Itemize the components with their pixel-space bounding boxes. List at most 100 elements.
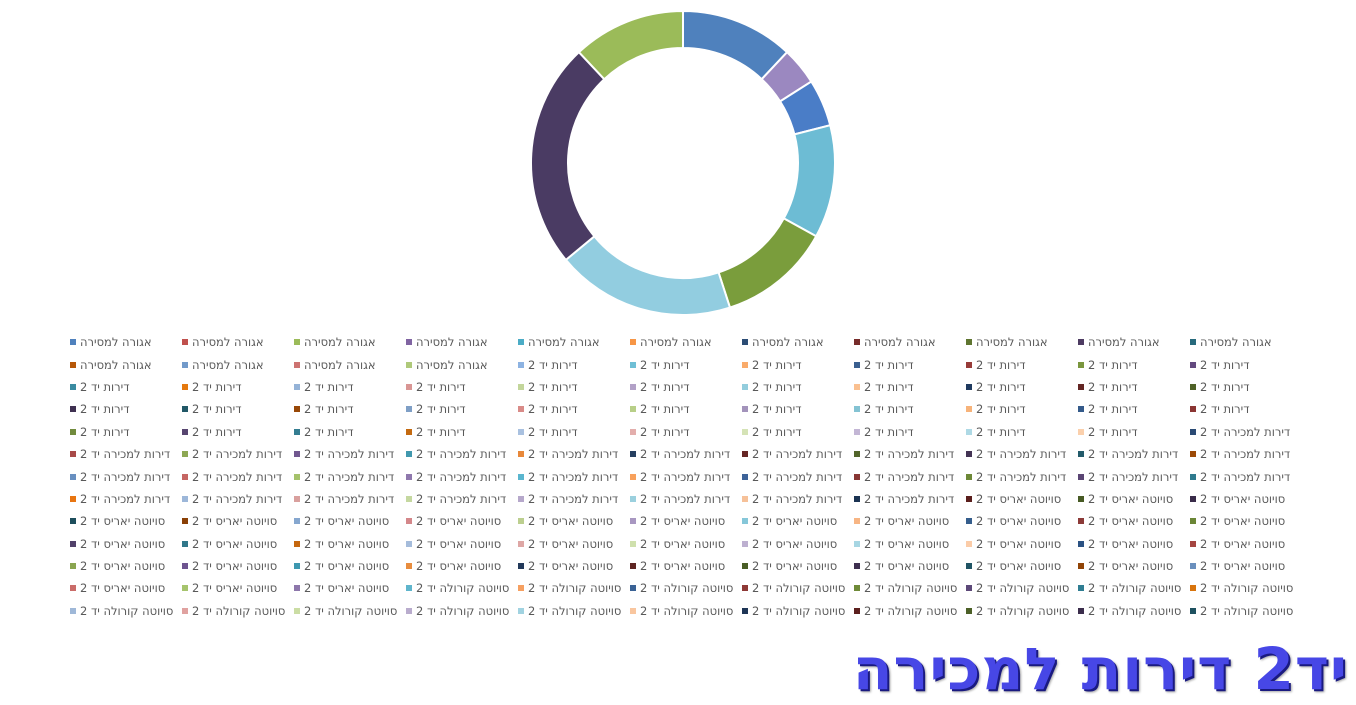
legend-swatch xyxy=(518,451,524,458)
legend-label: סויוטה יאריס יד 2 xyxy=(192,581,278,596)
legend-entry: אגורה למסירה xyxy=(518,331,630,353)
legend-label: דירות למכירה יד 2 xyxy=(864,447,955,462)
legend-label: דירות יד 2 xyxy=(640,379,690,394)
legend-label: דירות יד 2 xyxy=(304,424,354,439)
legend-entry: דירות יד 2 xyxy=(742,398,854,420)
legend-entry: אגורה למסירה xyxy=(70,353,182,375)
legend-label: סויוטה יאריס יד 2 xyxy=(752,559,838,574)
legend-entry: דירות למכירה יד 2 xyxy=(182,488,294,510)
legend-swatch xyxy=(518,428,524,435)
legend-swatch xyxy=(294,540,300,547)
legend-swatch xyxy=(406,518,412,525)
legend-label: סויוטה יאריס יד 2 xyxy=(416,536,502,551)
legend-label: דירות למכירה יד 2 xyxy=(976,447,1067,462)
legend-swatch xyxy=(1078,428,1084,435)
legend-swatch xyxy=(294,361,300,368)
legend-swatch xyxy=(406,361,412,368)
legend-label: דירות יד 2 xyxy=(1200,357,1250,372)
legend-entry: סויוטה קורולה יד 2 xyxy=(630,577,742,599)
legend-swatch xyxy=(630,540,636,547)
legend-swatch xyxy=(854,361,860,368)
legend-swatch xyxy=(406,406,412,413)
legend-label: סויוטה קורולה יד 2 xyxy=(416,603,510,618)
legend-label: דירות יד 2 xyxy=(416,424,466,439)
legend-label: דירות למכירה יד 2 xyxy=(1088,447,1179,462)
legend-entry: סויוטה קורולה יד 2 xyxy=(518,600,630,622)
legend-swatch xyxy=(742,406,748,413)
legend-label: דירות יד 2 xyxy=(1088,424,1138,439)
legend-label: דירות למכירה יד 2 xyxy=(1200,424,1291,439)
legend-swatch xyxy=(1078,585,1084,592)
legend-entry: סויוטה קורולה יד 2 xyxy=(70,600,182,622)
legend-entry: סויוטה קורולה יד 2 xyxy=(1078,577,1190,599)
legend-swatch xyxy=(70,406,76,413)
legend-swatch xyxy=(1078,473,1084,480)
legend-label: סויוטה יאריס יד 2 xyxy=(864,514,950,529)
legend-swatch xyxy=(630,607,636,614)
legend-entry: דירות למכירה יד 2 xyxy=(1190,443,1302,465)
legend-label: אגורה למסירה xyxy=(304,357,376,372)
legend-swatch xyxy=(70,518,76,525)
legend-label: אגורה למסירה xyxy=(416,335,488,350)
legend-swatch xyxy=(294,585,300,592)
legend-label: סויוטה קורולה יד 2 xyxy=(528,581,622,596)
legend-label: סויוטה קורולה יד 2 xyxy=(192,603,286,618)
legend-label: סויוטה יאריס יד 2 xyxy=(752,536,838,551)
legend-entry: אגורה למסירה xyxy=(966,331,1078,353)
legend-label: סויוטה יאריס יד 2 xyxy=(1088,491,1174,506)
legend-label: סויוטה יאריס יד 2 xyxy=(1088,536,1174,551)
legend-label: סויוטה יאריס יד 2 xyxy=(304,581,390,596)
legend-entry: סויוטה קורולה יד 2 xyxy=(966,600,1078,622)
legend-entry: דירות יד 2 xyxy=(294,421,406,443)
legend-entry: דירות למכירה יד 2 xyxy=(70,465,182,487)
legend-entry: אגורה למסירה xyxy=(182,331,294,353)
legend-entry: דירות יד 2 xyxy=(518,421,630,443)
legend-label: דירות יד 2 xyxy=(976,402,1026,417)
legend-entry: אגורה למסירה xyxy=(1190,331,1302,353)
legend-label: אגורה למסירה xyxy=(1088,335,1160,350)
legend-swatch xyxy=(518,406,524,413)
legend-entry: דירות יד 2 xyxy=(966,421,1078,443)
legend-label: דירות למכירה יד 2 xyxy=(752,447,843,462)
legend-swatch xyxy=(630,361,636,368)
legend-label: דירות למכירה יד 2 xyxy=(416,469,507,484)
legend-entry: דירות יד 2 xyxy=(294,376,406,398)
legend-label: דירות למכירה יד 2 xyxy=(528,491,619,506)
legend-label: סויוטה יאריס יד 2 xyxy=(976,559,1062,574)
page-banner-title: יד2 דירות למכירה xyxy=(852,635,1348,703)
legend-swatch xyxy=(1078,383,1084,390)
legend-swatch xyxy=(294,473,300,480)
legend-swatch xyxy=(518,585,524,592)
legend-swatch xyxy=(742,607,748,614)
legend-swatch xyxy=(294,607,300,614)
legend-label: אגורה למסירה xyxy=(1200,335,1272,350)
legend-swatch xyxy=(518,607,524,614)
legend-swatch xyxy=(854,540,860,547)
legend-swatch xyxy=(966,361,972,368)
legend-swatch xyxy=(70,451,76,458)
legend-entry: סויוטה קורולה יד 2 xyxy=(966,577,1078,599)
legend-label: סויוטה קורולה יד 2 xyxy=(976,581,1070,596)
legend-label: סויוטה יאריס יד 2 xyxy=(304,536,390,551)
legend-label: סויוטה קורולה יד 2 xyxy=(1200,581,1294,596)
legend-swatch xyxy=(966,428,972,435)
legend-swatch xyxy=(742,563,748,570)
legend-entry: דירות למכירה יד 2 xyxy=(518,443,630,465)
legend-swatch xyxy=(406,563,412,570)
legend-swatch xyxy=(70,428,76,435)
legend-swatch xyxy=(182,518,188,525)
legend-label: דירות יד 2 xyxy=(864,379,914,394)
legend-label: דירות למכירה יד 2 xyxy=(192,491,283,506)
legend-entry: דירות למכירה יד 2 xyxy=(742,465,854,487)
legend-entry: דירות יד 2 xyxy=(966,353,1078,375)
legend-label: דירות יד 2 xyxy=(528,357,578,372)
legend-swatch xyxy=(854,428,860,435)
donut-slice xyxy=(717,217,818,309)
legend-label: דירות יד 2 xyxy=(752,379,802,394)
legend-swatch xyxy=(406,585,412,592)
legend-swatch xyxy=(630,383,636,390)
legend-swatch xyxy=(518,473,524,480)
legend-label: דירות למכירה יד 2 xyxy=(976,469,1067,484)
legend-entry: דירות יד 2 xyxy=(406,398,518,420)
legend-label: דירות יד 2 xyxy=(416,402,466,417)
